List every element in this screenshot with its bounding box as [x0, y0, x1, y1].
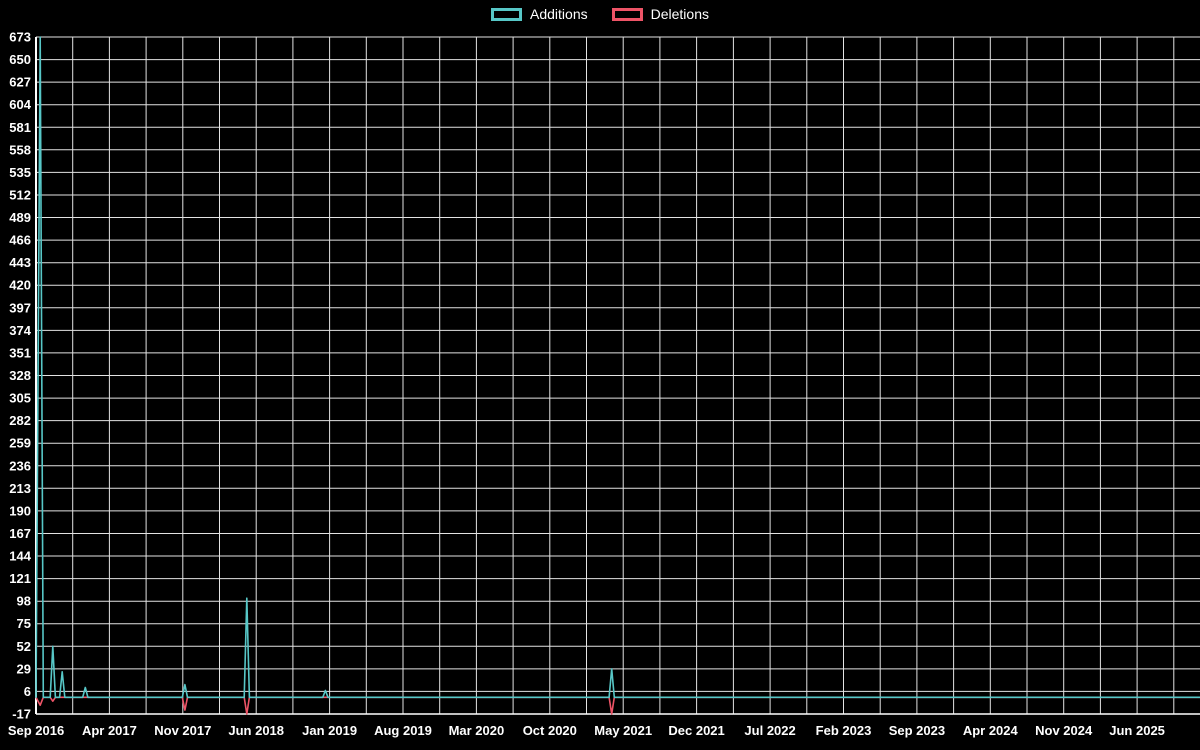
y-tick-label: 282 — [9, 413, 31, 428]
y-tick-label: 213 — [9, 481, 31, 496]
x-tick-label: Sep 2023 — [889, 723, 945, 738]
y-tick-label: 121 — [9, 571, 31, 586]
legend-item-additions[interactable]: Additions — [491, 7, 588, 21]
y-tick-label: 627 — [9, 75, 31, 90]
y-tick-label: 351 — [9, 345, 31, 360]
y-tick-label: 443 — [9, 255, 31, 270]
x-tick-label: Dec 2021 — [668, 723, 724, 738]
x-tick-label: Apr 2024 — [963, 723, 1019, 738]
x-tick-label: Jun 2018 — [228, 723, 284, 738]
legend-label-additions: Additions — [530, 6, 588, 22]
y-tick-label: -17 — [12, 707, 31, 722]
x-tick-label: May 2021 — [594, 723, 652, 738]
y-tick-label: 604 — [9, 97, 31, 112]
x-tick-label: Apr 2017 — [82, 723, 137, 738]
y-tick-label: 75 — [17, 616, 31, 631]
y-tick-label: 673 — [9, 30, 31, 45]
y-tick-label: 581 — [9, 120, 31, 135]
y-tick-label: 98 — [17, 594, 31, 609]
x-tick-label: Oct 2020 — [523, 723, 577, 738]
y-tick-label: 650 — [9, 52, 31, 67]
x-tick-label: Jan 2019 — [302, 723, 357, 738]
y-tick-label: 558 — [9, 142, 31, 157]
y-tick-label: 420 — [9, 278, 31, 293]
x-tick-label: Feb 2023 — [816, 723, 872, 738]
y-tick-label: 29 — [17, 661, 31, 676]
y-tick-label: 535 — [9, 165, 31, 180]
chart-legend: Additions Deletions — [0, 7, 1200, 21]
x-tick-label: Jul 2022 — [744, 723, 795, 738]
x-tick-label: Mar 2020 — [449, 723, 505, 738]
x-tick-label: Nov 2024 — [1035, 723, 1093, 738]
y-tick-label: 6 — [24, 684, 31, 699]
y-tick-label: 328 — [9, 368, 31, 383]
y-tick-label: 305 — [9, 391, 31, 406]
x-tick-label: Nov 2017 — [154, 723, 211, 738]
x-tick-label: Aug 2019 — [374, 723, 432, 738]
legend-item-deletions[interactable]: Deletions — [611, 6, 709, 22]
legend-label-deletions: Deletions — [650, 6, 709, 22]
series-line-additions — [35, 36, 1200, 699]
y-tick-label: 236 — [9, 458, 31, 473]
x-tick-label: Sep 2016 — [8, 723, 64, 738]
x-tick-label: Jun 2025 — [1109, 723, 1165, 738]
y-tick-label: 512 — [9, 188, 31, 203]
additions-swatch-icon — [491, 7, 523, 21]
y-tick-label: 259 — [9, 436, 31, 451]
series-line-deletions — [35, 696, 1200, 715]
y-tick-label: 144 — [9, 549, 31, 564]
y-tick-label: 489 — [9, 210, 31, 225]
y-tick-label: 52 — [17, 639, 31, 654]
y-tick-label: 167 — [9, 526, 31, 541]
y-tick-label: 374 — [9, 323, 31, 338]
y-tick-label: 190 — [9, 503, 31, 518]
y-tick-label: 466 — [9, 233, 31, 248]
deletions-swatch-icon — [611, 7, 643, 21]
y-tick-label: 397 — [9, 300, 31, 315]
